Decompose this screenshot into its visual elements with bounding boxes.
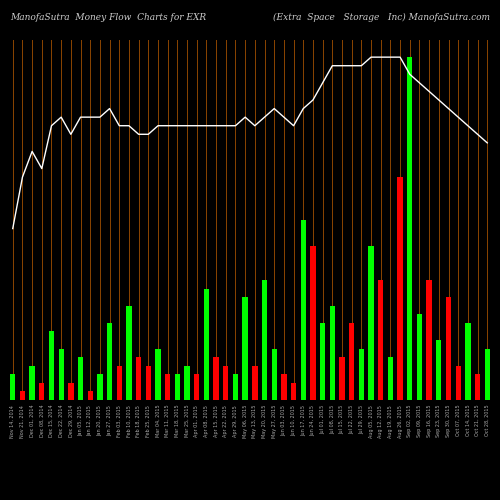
Bar [68, 383, 73, 400]
Bar [194, 374, 200, 400]
Bar [20, 392, 25, 400]
Bar [330, 306, 335, 400]
Bar [349, 323, 354, 400]
Bar [281, 374, 286, 400]
Bar [30, 366, 35, 400]
Bar [233, 374, 238, 400]
Bar [88, 392, 93, 400]
Bar [184, 366, 190, 400]
Bar [116, 366, 122, 400]
Bar [49, 332, 54, 400]
Bar [398, 177, 403, 400]
Bar [465, 323, 470, 400]
Bar [407, 57, 412, 400]
Bar [300, 220, 306, 400]
Bar [156, 348, 160, 400]
Bar [146, 366, 151, 400]
Bar [78, 357, 83, 400]
Bar [446, 297, 451, 400]
Bar [107, 323, 112, 400]
Text: ManofaSutra  Money Flow  Charts for EXR: ManofaSutra Money Flow Charts for EXR [10, 12, 206, 22]
Bar [340, 357, 344, 400]
Bar [358, 348, 364, 400]
Bar [214, 357, 219, 400]
Bar [291, 383, 296, 400]
Bar [97, 374, 102, 400]
Bar [262, 280, 267, 400]
Bar [436, 340, 442, 400]
Bar [484, 348, 490, 400]
Bar [456, 366, 461, 400]
Bar [310, 246, 316, 400]
Bar [368, 246, 374, 400]
Bar [126, 306, 132, 400]
Bar [378, 280, 384, 400]
Bar [58, 348, 64, 400]
Bar [426, 280, 432, 400]
Bar [165, 374, 170, 400]
Bar [417, 314, 422, 400]
Bar [320, 323, 326, 400]
Bar [204, 288, 209, 400]
Bar [136, 357, 141, 400]
Bar [252, 366, 258, 400]
Bar [174, 374, 180, 400]
Bar [39, 383, 44, 400]
Text: (Extra  Space   Storage   Inc) ManofaSutra.com: (Extra Space Storage Inc) ManofaSutra.co… [273, 12, 490, 22]
Bar [475, 374, 480, 400]
Bar [223, 366, 228, 400]
Bar [10, 374, 16, 400]
Bar [272, 348, 277, 400]
Bar [388, 357, 393, 400]
Bar [242, 297, 248, 400]
